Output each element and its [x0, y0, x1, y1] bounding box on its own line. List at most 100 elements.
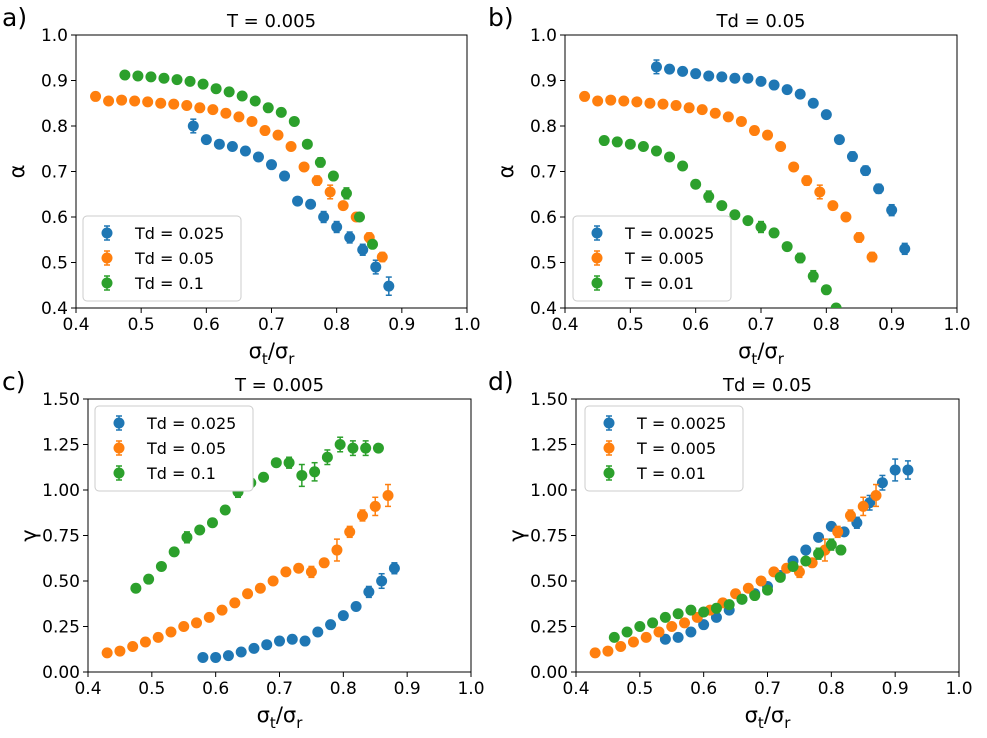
data-point [187, 120, 199, 132]
x-tick-label: 0.6 [202, 679, 229, 699]
data-point [813, 548, 825, 560]
y-tick-label: 0.50 [530, 572, 568, 592]
data-point [650, 145, 662, 157]
legend-marker [591, 227, 603, 239]
panel-letter: c) [2, 367, 26, 396]
data-point [690, 68, 702, 80]
panel-letter: b) [488, 3, 514, 32]
y-tick-label: 0.75 [42, 527, 80, 547]
data-point [219, 504, 231, 516]
data-point [755, 221, 767, 233]
data-point [139, 636, 151, 648]
data-point [226, 140, 238, 152]
x-tick-label: 1.0 [943, 315, 970, 335]
legend-label: T = 0.0025 [636, 414, 726, 433]
y-tick-label: 0.4 [41, 299, 68, 319]
legend-marker [603, 467, 615, 479]
x-tick-label: 0.4 [62, 315, 89, 335]
y-tick-label: 1.0 [530, 26, 557, 46]
data-point [672, 631, 684, 643]
y-axis-label: α [5, 165, 29, 179]
y-tick-label: 0.9 [530, 72, 557, 92]
data-point [634, 621, 646, 632]
x-tick-label: 0.8 [323, 315, 350, 335]
data-point [835, 544, 847, 556]
data-point [213, 138, 225, 150]
data-point [637, 140, 649, 152]
x-axis-label: σt/σr [738, 339, 785, 368]
data-point [327, 170, 339, 182]
x-axis-label-part: /σ [764, 703, 784, 727]
panel-letter: d) [488, 367, 514, 396]
legend-marker [101, 227, 113, 239]
data-point [729, 72, 741, 84]
series-0 [197, 562, 400, 663]
data-point [369, 500, 381, 512]
data-point [337, 610, 349, 622]
data-point [677, 160, 689, 172]
data-point [347, 442, 359, 454]
data-point [116, 94, 128, 106]
x-axis-label: σt/σr [257, 703, 304, 732]
series-2 [130, 436, 384, 594]
data-point [659, 611, 671, 623]
legend-label: T = 0.0025 [624, 224, 714, 243]
data-point [703, 191, 715, 203]
data-point [851, 517, 863, 529]
data-point [644, 97, 656, 109]
data-point [259, 125, 271, 137]
data-point [800, 544, 812, 556]
data-point [197, 651, 209, 663]
data-point [325, 619, 337, 631]
data-point [598, 135, 610, 147]
data-point [296, 469, 308, 481]
data-point [729, 209, 741, 221]
data-point [382, 489, 394, 501]
data-point [114, 645, 126, 657]
series-2 [608, 538, 847, 643]
data-point [832, 526, 844, 538]
legend-marker [113, 467, 125, 479]
data-point [171, 74, 183, 86]
data-point [309, 466, 321, 478]
legend-marker [101, 277, 113, 289]
data-point [886, 204, 898, 216]
x-axis-label-part: σ [257, 703, 270, 727]
data-point [762, 584, 773, 596]
data-point [866, 251, 878, 263]
data-point [155, 97, 167, 109]
y-tick-label: 0.7 [41, 163, 68, 183]
legend-box [584, 405, 744, 492]
x-axis-label-part: σ [249, 339, 262, 363]
data-point [683, 102, 695, 114]
x-tick-label: 0.8 [813, 315, 840, 335]
data-point [768, 79, 780, 91]
data-point [344, 231, 356, 243]
data-point [670, 100, 682, 112]
data-point [207, 104, 219, 116]
data-point [165, 626, 177, 638]
data-point [293, 562, 305, 574]
y-tick-label: 1.00 [42, 481, 80, 501]
data-point [143, 573, 155, 585]
data-point [813, 531, 825, 543]
x-tick-label: 0.9 [882, 679, 909, 699]
x-tick-label: 0.6 [682, 315, 709, 335]
data-point [181, 531, 193, 543]
data-point [833, 134, 845, 146]
data-point [710, 611, 722, 623]
panel-title: Td = 0.05 [715, 11, 805, 32]
data-point [736, 593, 748, 605]
plot-area [579, 59, 911, 308]
data-point [216, 604, 228, 616]
series-0 [650, 59, 911, 256]
data-point [899, 243, 911, 255]
data-point [735, 115, 747, 127]
x-tick-label: 0.7 [747, 315, 774, 335]
x-axis-label-part: /σ [276, 703, 296, 727]
data-point [820, 284, 832, 296]
data-point [383, 280, 395, 292]
data-point [830, 302, 842, 308]
data-point [229, 597, 241, 609]
x-tick-label: 0.4 [551, 315, 578, 335]
